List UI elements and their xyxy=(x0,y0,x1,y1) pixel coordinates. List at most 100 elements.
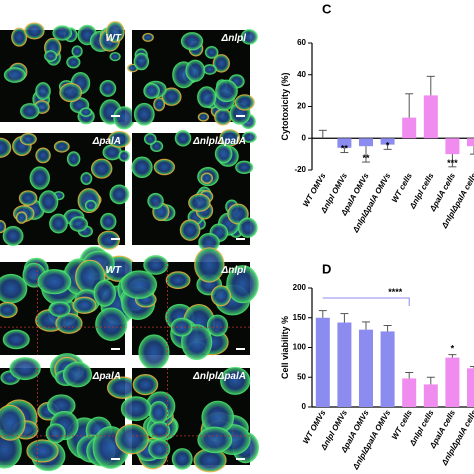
cell xyxy=(90,158,113,179)
scale-bar xyxy=(111,238,120,240)
cell xyxy=(97,230,120,250)
x-tick-label: WT cells xyxy=(390,171,414,204)
cell xyxy=(0,301,18,319)
scale-bar xyxy=(236,115,245,117)
cell xyxy=(240,29,258,45)
panel-label: ΔpalA xyxy=(92,371,121,382)
cell xyxy=(79,107,93,117)
cell xyxy=(35,147,51,164)
cell xyxy=(133,52,150,71)
cell xyxy=(143,82,160,99)
panel-label: WT xyxy=(105,265,121,276)
cell xyxy=(174,130,192,147)
cell xyxy=(72,296,97,314)
bar xyxy=(380,331,395,407)
micrograph: ΔnlplΔpalA xyxy=(131,129,258,252)
cell xyxy=(165,271,191,290)
bracket-label: **** xyxy=(388,287,403,297)
y-tick-label: 0 xyxy=(302,402,307,411)
cell xyxy=(147,192,164,210)
micrograph: ΔnlplΔpalA xyxy=(115,366,260,473)
y-axis-label: Cytotoxicity (%) xyxy=(280,72,290,140)
cell xyxy=(171,448,193,470)
cell xyxy=(148,439,171,460)
y-tick-label: 100 xyxy=(293,343,307,352)
cell xyxy=(214,144,233,164)
cell xyxy=(93,279,116,307)
cell xyxy=(212,54,230,73)
y-tick-label: 50 xyxy=(297,372,306,381)
cell xyxy=(118,150,130,162)
scale-bar xyxy=(236,238,245,240)
cell xyxy=(62,361,93,388)
cell xyxy=(214,108,232,126)
cell xyxy=(197,86,217,108)
cell xyxy=(69,216,89,232)
cell xyxy=(153,158,175,176)
cell xyxy=(142,32,154,42)
bar xyxy=(423,95,438,139)
bar xyxy=(315,317,330,407)
bar xyxy=(445,357,460,407)
panel-label: Δnlpl xyxy=(221,265,247,276)
y-tick-label: 0 xyxy=(302,133,307,142)
cell xyxy=(226,265,259,304)
cell xyxy=(131,156,153,178)
micrograph: ΔpalA xyxy=(0,130,131,250)
significance: * xyxy=(386,140,390,150)
cell xyxy=(2,329,30,350)
cell xyxy=(113,106,135,130)
cell xyxy=(3,67,26,83)
cell xyxy=(49,213,68,234)
cell xyxy=(234,94,255,111)
cell xyxy=(138,334,170,370)
cell xyxy=(80,172,93,185)
scale-bar xyxy=(236,348,245,350)
cell xyxy=(71,45,83,58)
panel-label: ΔnlplΔpalA xyxy=(192,371,246,382)
y-tick-label: 200 xyxy=(293,283,307,292)
cell xyxy=(0,137,12,158)
cell xyxy=(45,423,66,444)
y-tick-label: 40 xyxy=(297,70,306,79)
cell xyxy=(84,199,97,211)
cell xyxy=(59,82,83,103)
significance: *** xyxy=(447,158,458,168)
cell xyxy=(20,103,40,120)
cell xyxy=(52,25,73,41)
bar xyxy=(380,138,395,145)
cell xyxy=(53,140,70,153)
significance: ** xyxy=(362,153,370,163)
cell xyxy=(120,396,152,422)
cell xyxy=(11,27,28,47)
cell xyxy=(108,130,131,148)
cell xyxy=(115,423,149,455)
cell xyxy=(153,97,166,112)
y-tick-label: 150 xyxy=(293,313,307,322)
cell xyxy=(9,357,41,381)
y-tick-label: -20 xyxy=(294,165,306,174)
cell xyxy=(237,217,258,238)
cell xyxy=(210,285,232,307)
cell xyxy=(220,366,251,395)
cell xyxy=(202,64,217,75)
panel-label: Δnlpl xyxy=(221,33,247,44)
cell xyxy=(49,301,71,318)
scale-bar xyxy=(111,115,120,117)
cell xyxy=(180,32,204,51)
cell xyxy=(200,172,213,184)
cell xyxy=(179,219,201,241)
cell xyxy=(29,166,50,190)
cell xyxy=(24,22,45,40)
bar xyxy=(337,138,352,148)
cell xyxy=(185,59,206,82)
cell xyxy=(219,129,241,147)
significance: ** xyxy=(341,144,349,154)
cell xyxy=(44,50,58,62)
cell xyxy=(197,426,233,454)
cell xyxy=(161,87,182,106)
cell xyxy=(197,112,210,122)
panel-label: ΔpalA xyxy=(92,136,121,147)
